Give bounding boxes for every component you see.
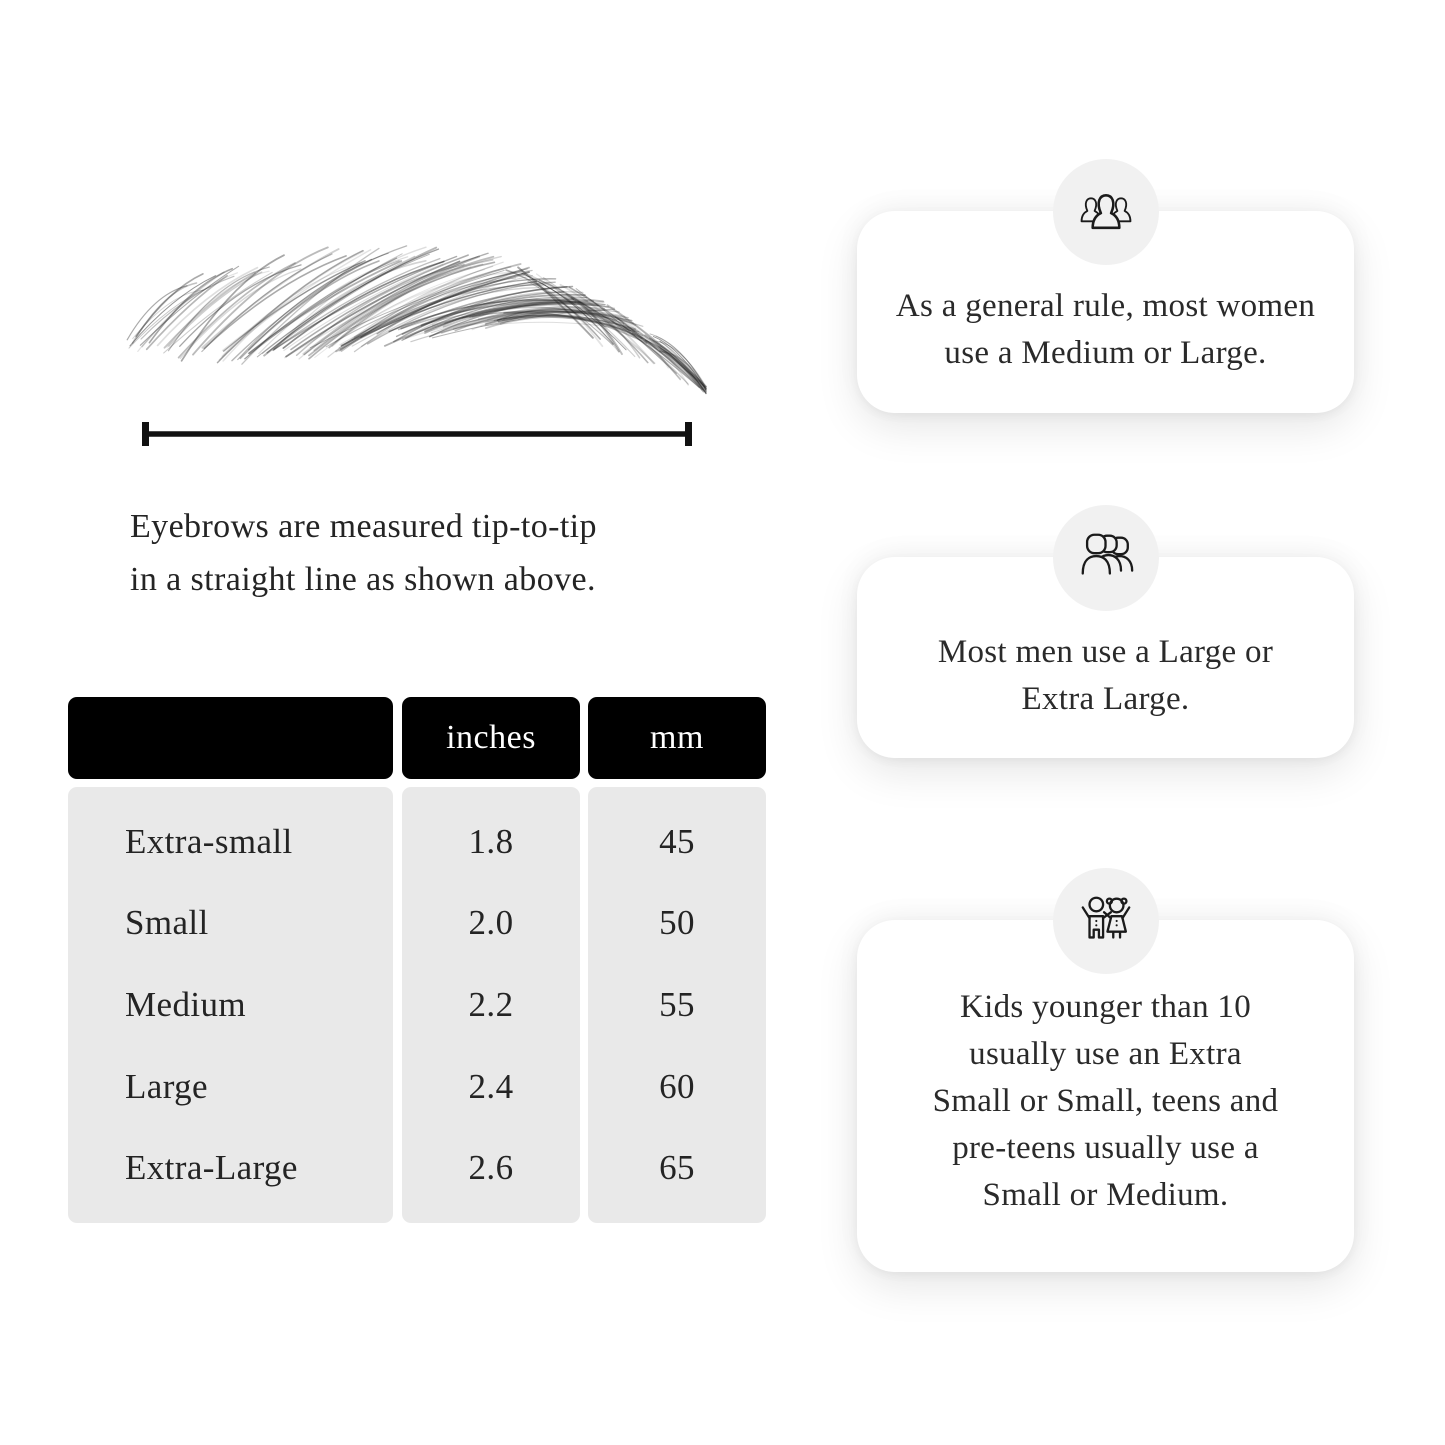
size-name-column: Extra-small Small Medium Large Extra-Lar… <box>68 787 393 1223</box>
table-cell: Small <box>125 903 209 943</box>
measurement-line <box>142 422 692 446</box>
table-cell: Medium <box>125 984 247 1024</box>
table-cell: Extra-small <box>125 821 293 861</box>
table-cell: 1.8 <box>468 821 514 861</box>
table-cell: 50 <box>659 903 695 943</box>
men-group-icon <box>1052 505 1159 611</box>
kids-icon <box>1052 868 1159 974</box>
table-cell: 60 <box>659 1066 695 1106</box>
table-cell: 2.2 <box>468 984 514 1024</box>
table-cell: 2.0 <box>468 903 514 943</box>
table-cell: 45 <box>659 821 695 861</box>
card-text: Kids younger than 10 usually use an Extr… <box>932 988 1279 1213</box>
table-cell: Extra-Large <box>125 1148 298 1188</box>
table-cell: 55 <box>659 984 695 1024</box>
card-text: Most men use a Large or Extra Large. <box>937 633 1274 717</box>
women-group-icon <box>1052 159 1159 265</box>
mm-value-column: 45 50 55 60 65 <box>588 787 766 1223</box>
inches-column-header-label: inches <box>446 719 536 756</box>
table-header-row: inches mm <box>68 697 766 779</box>
card-text: As a general rule, most women use a Medi… <box>895 288 1316 371</box>
size-chart-table: inches mm Extra-small Small Medium Large… <box>68 697 766 1223</box>
table-cell: Large <box>125 1066 208 1106</box>
size-column-header <box>68 697 393 779</box>
table-cell: 2.4 <box>468 1066 514 1106</box>
info-card-women: As a general rule, most women use a Medi… <box>857 159 1354 413</box>
info-card-kids: Kids younger than 10 usually use an Extr… <box>857 868 1354 1272</box>
eyebrow-illustration <box>126 245 707 395</box>
mm-column-header-label: mm <box>650 719 704 756</box>
measurement-caption: Eyebrows are measured tip-to-tip in a st… <box>130 508 597 598</box>
inches-value-column: 1.8 2.0 2.2 2.4 2.6 <box>402 787 580 1223</box>
mm-column-header: mm <box>588 697 766 779</box>
table-cell: 65 <box>659 1148 695 1188</box>
table-body: Extra-small Small Medium Large Extra-Lar… <box>68 787 766 1223</box>
info-card-men: Most men use a Large or Extra Large. <box>857 505 1354 758</box>
inches-column-header: inches <box>402 697 580 779</box>
table-cell: 2.6 <box>468 1148 514 1188</box>
